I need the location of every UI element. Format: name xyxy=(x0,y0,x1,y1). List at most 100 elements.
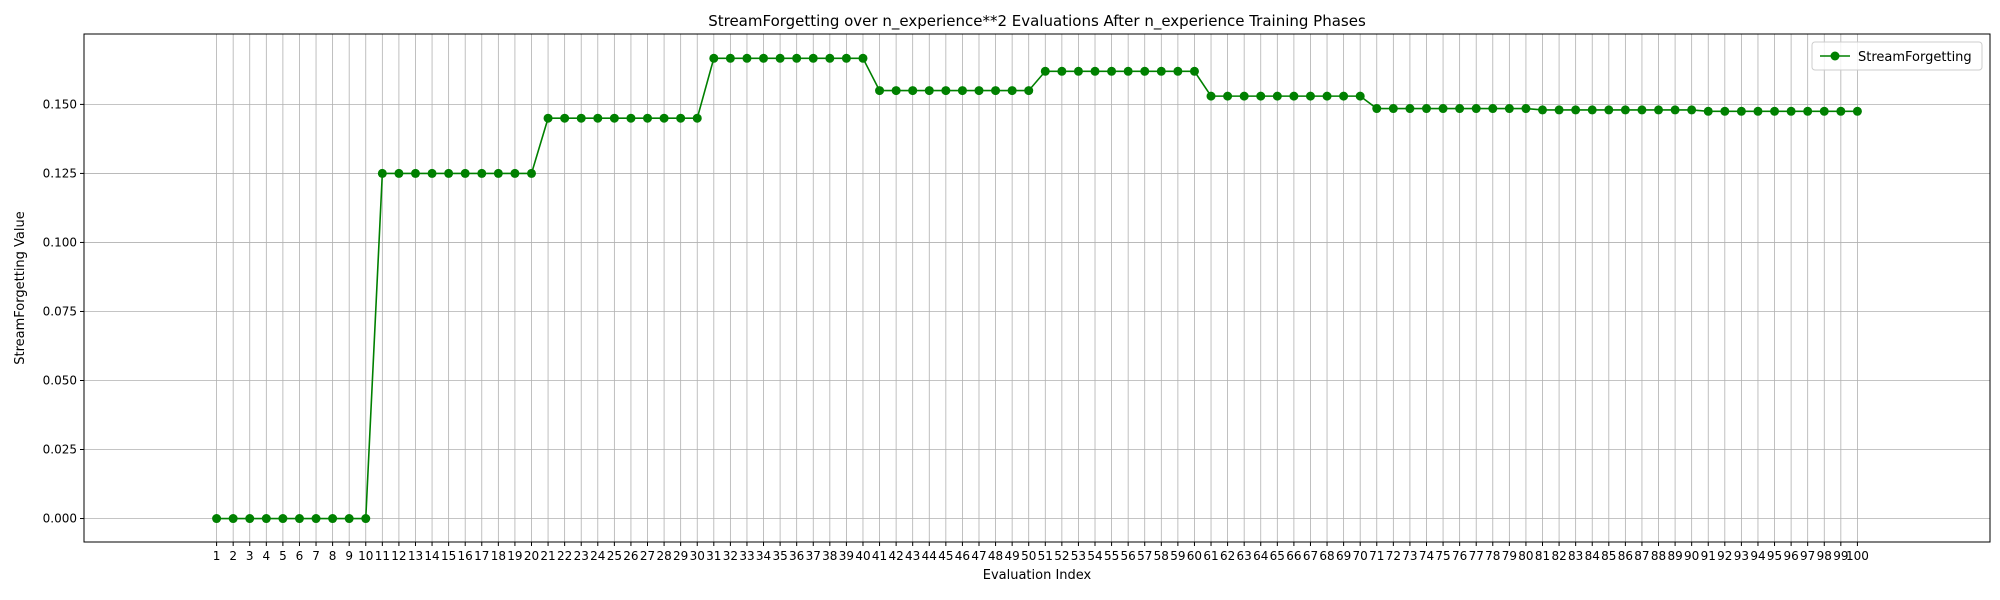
series-line-streamforgetting xyxy=(216,57,1858,520)
data-point xyxy=(1189,66,1199,76)
data-point xyxy=(891,86,901,96)
x-tick-label: 20 xyxy=(524,549,539,563)
data-point xyxy=(742,53,752,63)
data-point xyxy=(692,113,702,123)
data-point xyxy=(924,86,934,96)
x-tick-label: 38 xyxy=(822,549,837,563)
x-tick-label: 15 xyxy=(441,549,456,563)
data-point xyxy=(1007,86,1017,96)
x-tick-label: 46 xyxy=(955,549,970,563)
data-point xyxy=(1239,91,1249,101)
data-point xyxy=(1670,105,1680,115)
x-tick-label: 87 xyxy=(1634,549,1649,563)
x-tick-label: 93 xyxy=(1734,549,1749,563)
x-tick-label: 42 xyxy=(888,549,903,563)
data-point xyxy=(1455,104,1465,114)
x-tick-label: 77 xyxy=(1469,549,1484,563)
data-point xyxy=(1604,105,1614,115)
data-point xyxy=(1156,66,1166,76)
data-point xyxy=(1057,66,1067,76)
data-point xyxy=(311,514,321,524)
data-point xyxy=(1073,66,1083,76)
x-tick-label: 66 xyxy=(1286,549,1301,563)
x-tick-label: 14 xyxy=(424,549,439,563)
ticks: 1 2 3 4 5 6 7 8 9 10 11 12 13 14 15 16 17 18 19 20 21 22 23 24 2… xyxy=(43,97,1869,563)
x-tick-label: 78 xyxy=(1485,549,1500,563)
legend-marker xyxy=(1830,51,1840,61)
x-tick-label: 48 xyxy=(988,549,1003,563)
data-point xyxy=(709,53,719,63)
x-tick-label: 67 xyxy=(1303,549,1318,563)
data-point xyxy=(1554,105,1564,115)
data-point xyxy=(1388,104,1398,114)
data-point xyxy=(808,53,818,63)
data-point xyxy=(543,113,553,123)
y-tick-label: 0.075 xyxy=(43,304,77,318)
x-tick-label: 23 xyxy=(574,549,589,563)
x-tick-label: 59 xyxy=(1170,549,1185,563)
data-point xyxy=(957,86,967,96)
data-point xyxy=(212,514,222,524)
data-point xyxy=(1770,106,1780,116)
data-point xyxy=(643,113,653,123)
x-tick-label: 16 xyxy=(458,549,473,563)
x-tick-label: 7 xyxy=(312,549,320,563)
data-point xyxy=(1024,86,1034,96)
x-tick-label: 11 xyxy=(375,549,390,563)
x-tick-label: 69 xyxy=(1336,549,1351,563)
data-point xyxy=(1786,106,1796,116)
x-tick-label: 89 xyxy=(1667,549,1682,563)
data-point xyxy=(659,113,669,123)
x-tick-label: 50 xyxy=(1021,549,1036,563)
data-point xyxy=(1206,91,1216,101)
x-tick-label: 30 xyxy=(690,549,705,563)
x-tick-label: 35 xyxy=(772,549,787,563)
x-tick-label: 18 xyxy=(491,549,506,563)
data-point xyxy=(477,168,487,178)
data-point xyxy=(1471,104,1481,114)
x-tick-label: 84 xyxy=(1585,549,1600,563)
x-tick-label: 80 xyxy=(1518,549,1533,563)
x-tick-label: 99 xyxy=(1833,549,1848,563)
data-point xyxy=(841,53,851,63)
x-axis-label: Evaluation Index xyxy=(983,568,1092,583)
x-tick-label: 54 xyxy=(1087,549,1102,563)
x-tick-label: 34 xyxy=(756,549,771,563)
y-axis-label: StreamForgetting Value xyxy=(13,211,28,365)
x-tick-label: 22 xyxy=(557,549,572,563)
x-tick-label: 88 xyxy=(1651,549,1666,563)
data-point xyxy=(1107,66,1117,76)
data-point xyxy=(394,168,404,178)
data-point xyxy=(875,86,885,96)
x-tick-label: 96 xyxy=(1783,549,1798,563)
legend: StreamForgetting xyxy=(1811,41,1983,71)
data-point xyxy=(775,53,785,63)
x-tick-label: 31 xyxy=(706,549,721,563)
data-point xyxy=(278,514,288,524)
x-tick-label: 73 xyxy=(1402,549,1417,563)
x-tick-label: 9 xyxy=(345,549,353,563)
x-tick-label: 97 xyxy=(1800,549,1815,563)
data-point xyxy=(1289,91,1299,101)
data-point xyxy=(1140,66,1150,76)
x-tick-label: 49 xyxy=(1004,549,1019,563)
x-tick-label: 43 xyxy=(905,549,920,563)
x-tick-label: 10 xyxy=(358,549,373,563)
x-tick-label: 41 xyxy=(872,549,887,563)
x-tick-label: 39 xyxy=(839,549,854,563)
data-point xyxy=(1637,105,1647,115)
x-tick-label: 21 xyxy=(540,549,555,563)
data-point xyxy=(460,168,470,178)
data-point xyxy=(361,514,371,524)
x-tick-label: 82 xyxy=(1551,549,1566,563)
x-tick-label: 2 xyxy=(229,549,237,563)
data-point xyxy=(1587,105,1597,115)
series-layer xyxy=(212,53,1862,524)
x-tick-label: 95 xyxy=(1767,549,1782,563)
x-tick-label: 37 xyxy=(806,549,821,563)
data-point xyxy=(1736,106,1746,116)
data-point xyxy=(1836,106,1846,116)
x-tick-label: 33 xyxy=(739,549,754,563)
